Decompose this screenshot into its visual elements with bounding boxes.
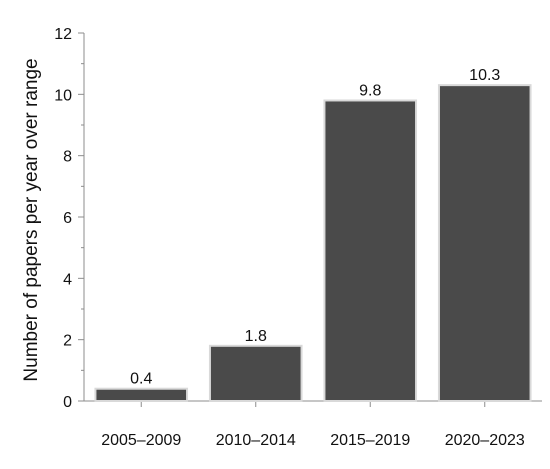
bar-4 [437, 84, 532, 402]
data-label: 0.4 [130, 371, 152, 388]
bars [94, 84, 532, 403]
bar-2 [208, 344, 303, 402]
x-tick-label: 2015–2019 [330, 432, 410, 449]
y-tick-label: 4 [63, 271, 72, 288]
x-tick-label: 2005–2009 [101, 432, 181, 449]
data-label: 1.8 [245, 328, 267, 345]
data-label: 10.3 [469, 67, 500, 84]
y-tick-label: 6 [63, 210, 72, 227]
y-tick-label: 2 [63, 333, 72, 350]
x-tick-label: 2020–2023 [445, 432, 525, 449]
x-tick-label: 2010–2014 [216, 432, 296, 449]
y-tick-label: 8 [63, 149, 72, 166]
bar-3 [323, 99, 418, 402]
y-axis-title: Number of papers per year over range [21, 58, 42, 381]
labels: 2005–2009 0.4 2010–2014 1.8 2015–2019 9.8 2020… [101, 67, 525, 449]
y-tick-label: 0 [63, 394, 72, 411]
data-label: 9.8 [359, 82, 381, 99]
y-tick-label: 12 [54, 26, 72, 43]
bar-1 [94, 387, 189, 403]
y-tick-label: 10 [54, 87, 72, 104]
